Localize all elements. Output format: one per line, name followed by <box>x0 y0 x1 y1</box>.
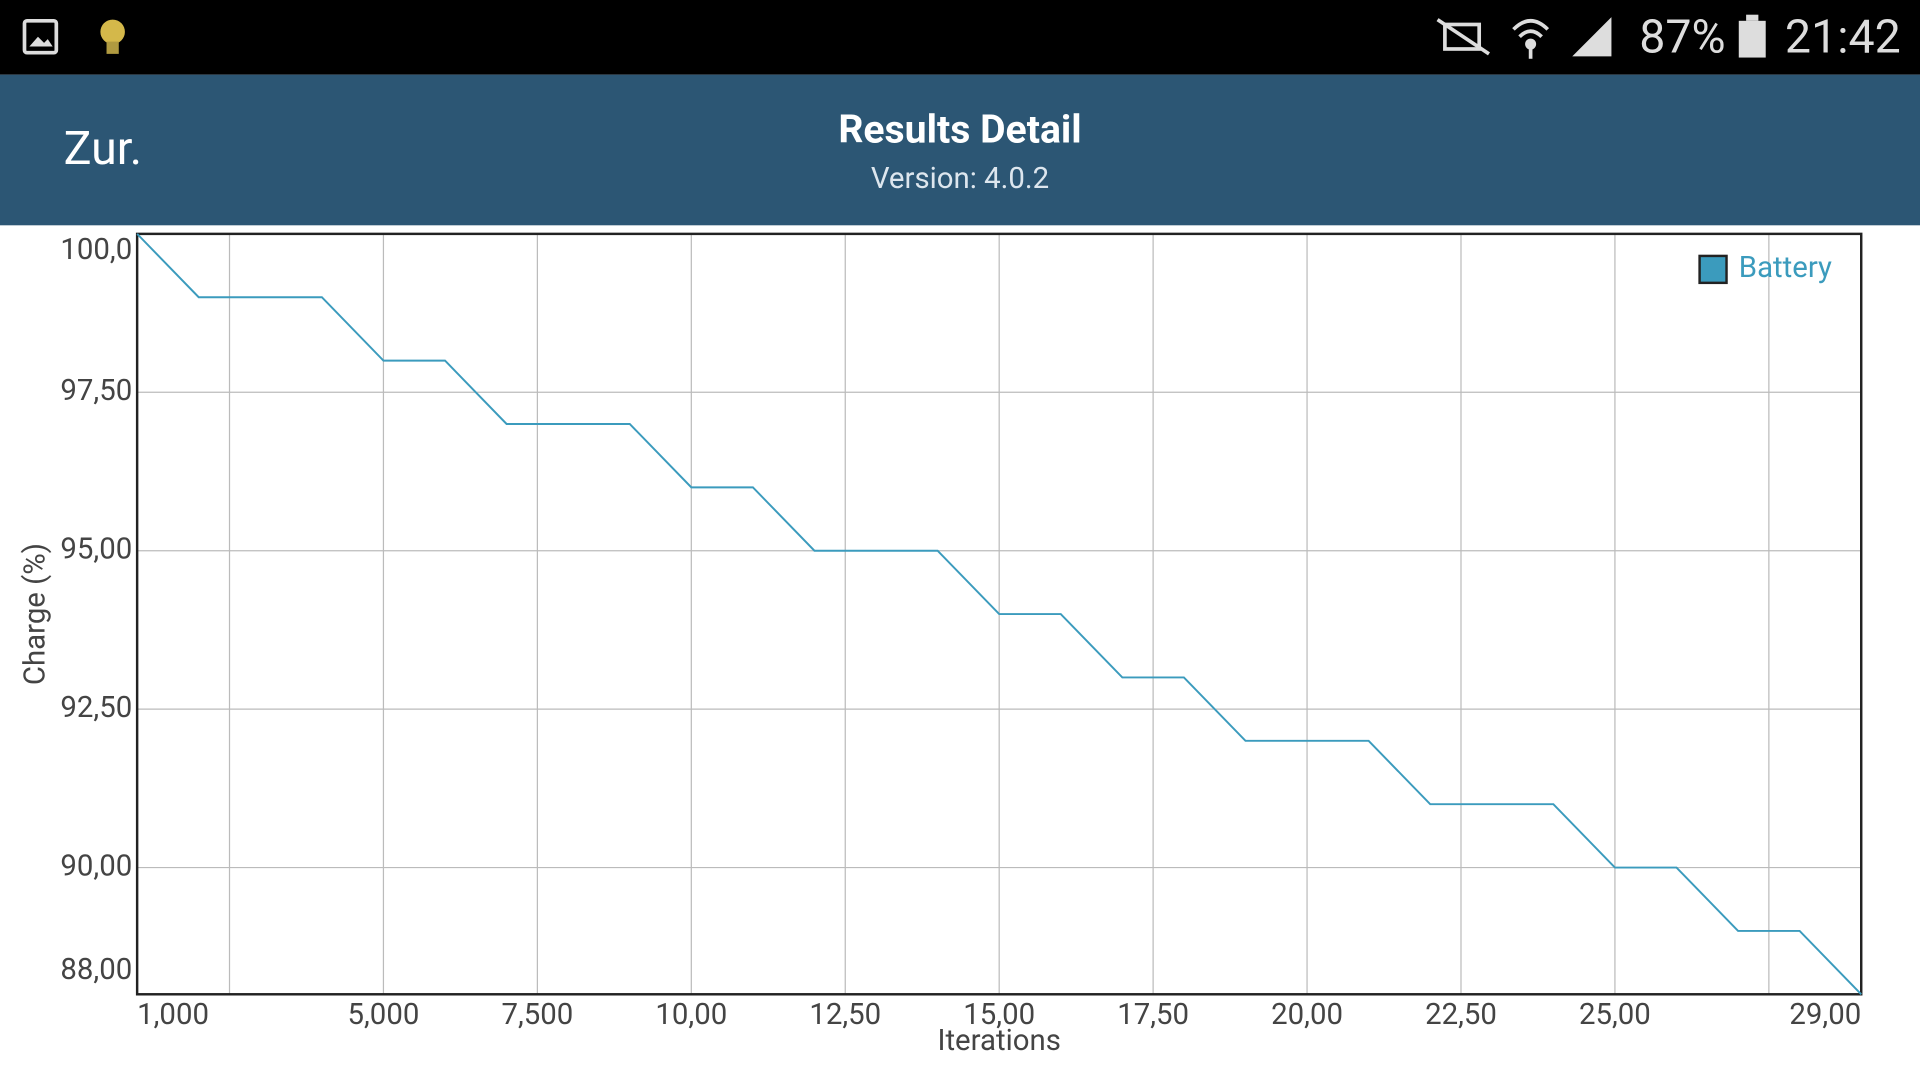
x-tick-label: 22,50 <box>1425 998 1497 1032</box>
x-axis-label: Iterations <box>937 1024 1060 1058</box>
battery-percent: 87% <box>1639 11 1725 65</box>
x-tick-label: 7,500 <box>501 998 573 1032</box>
chart: 88,00 90,00 92,50 95,00 97,50 100,0 1,000 5,000… <box>19 232 1863 1058</box>
x-tick-label: 25,00 <box>1579 998 1651 1032</box>
bulb-icon <box>100 19 125 54</box>
wifi-icon <box>1512 18 1550 59</box>
y-tick-label: 90,00 <box>60 849 132 883</box>
x-tick-label: 1,000 <box>137 998 209 1032</box>
mute-icon <box>1436 18 1490 56</box>
x-tick-label: 15,00 <box>963 998 1035 1032</box>
x-tick-label: 20,00 <box>1271 998 1343 1032</box>
header-subtitle: Version: 4.0.2 <box>871 162 1049 196</box>
y-tick-label: 95,00 <box>60 532 132 566</box>
status-bar <box>0 0 1920 75</box>
legend-swatch <box>1698 254 1728 285</box>
header-title: Results Detail <box>838 107 1081 153</box>
x-tick-label: 12,50 <box>809 998 881 1032</box>
x-tick-label: 17,50 <box>1117 998 1189 1032</box>
plot-border <box>135 232 1863 996</box>
legend-label: Battery <box>1739 251 1832 285</box>
data-line <box>136 233 1862 995</box>
y-tick-label: 97,50 <box>60 374 132 408</box>
x-tick-label: 5,000 <box>348 998 420 1032</box>
header-bar <box>0 74 1920 226</box>
y-tick-label: 100,0 <box>60 233 132 267</box>
y-tick-label: 92,50 <box>60 691 132 725</box>
y-axis-label: Charge (%) <box>19 543 53 685</box>
x-tick-label: 10,00 <box>655 998 727 1032</box>
y-tick-label: 88,00 <box>60 953 132 987</box>
battery-icon <box>1738 14 1766 58</box>
x-tick-label: 29,00 <box>1789 998 1861 1032</box>
clock: 21:42 <box>1785 11 1901 65</box>
back-button[interactable]: Zur. <box>64 122 142 176</box>
gallery-icon <box>22 18 59 55</box>
